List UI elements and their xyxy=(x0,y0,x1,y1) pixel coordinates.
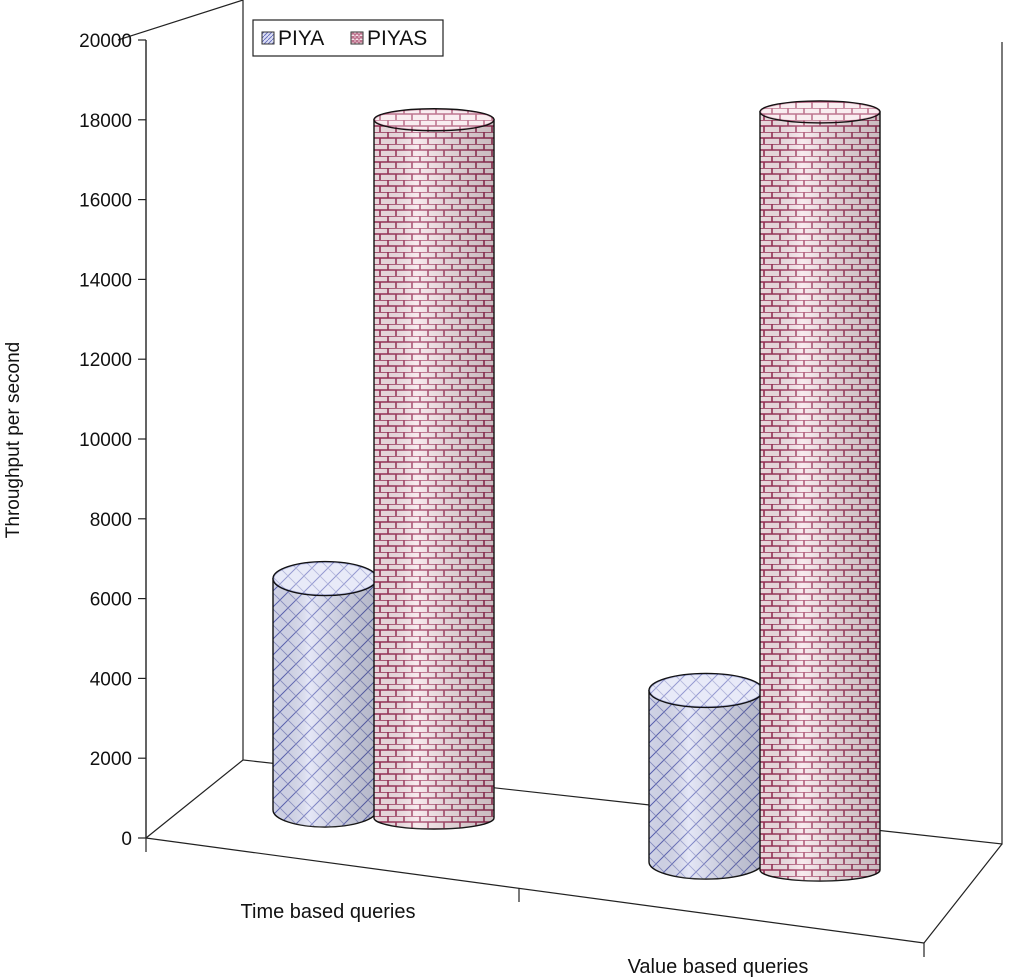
cylinder-top xyxy=(373,108,495,132)
y-tick-label: 0 xyxy=(121,829,132,850)
bar-piya-value xyxy=(648,672,764,880)
y-axis-title: Throughput per second xyxy=(3,342,24,538)
cylinder-top-highlight xyxy=(374,109,494,131)
cylinder-shading xyxy=(760,111,880,881)
y-tick-label: 14000 xyxy=(79,270,132,291)
cylinder-shading xyxy=(273,578,377,827)
y-tick-label: 12000 xyxy=(79,350,132,371)
y-axis-ticks: 0 2000 4000 6000 8000 10000 12000 14000 16000 180… xyxy=(79,31,146,850)
legend-label: PIYAS xyxy=(367,27,427,50)
top-edge xyxy=(117,0,244,41)
cylinder-top-highlight xyxy=(273,562,377,596)
y-tick-label: 6000 xyxy=(90,590,132,611)
legend-swatch-piyas xyxy=(350,31,364,45)
y-tick-label: 8000 xyxy=(90,510,132,531)
legend-label: PIYA xyxy=(278,27,324,50)
legend-box xyxy=(252,19,444,57)
legend: PIYA PIYAS xyxy=(252,19,444,57)
cylinder-shading xyxy=(374,119,494,829)
y-tick-label: 16000 xyxy=(79,191,132,212)
cylinder-shading xyxy=(649,690,763,879)
category-label: Value based queries xyxy=(628,956,809,978)
bar-piyas-time xyxy=(373,108,495,830)
y-tick-label: 10000 xyxy=(79,430,132,451)
y-tick-label: 20000 xyxy=(79,31,132,52)
y-tick-label: 18000 xyxy=(79,111,132,132)
back-wall-edge xyxy=(242,0,1003,845)
y-tick-label: 4000 xyxy=(90,669,132,690)
cylinder-top xyxy=(759,100,881,124)
floor-right-edge xyxy=(923,843,1003,944)
bar-piyas-value xyxy=(759,100,881,882)
floor-left-edge xyxy=(145,759,244,839)
legend-swatch-piya xyxy=(261,31,275,45)
bars xyxy=(272,100,881,882)
floor-front-edge xyxy=(145,837,925,944)
cylinder-top-highlight xyxy=(649,673,763,707)
y-tick-label: 2000 xyxy=(90,749,132,770)
bar-piya-time xyxy=(272,560,378,828)
category-label: Time based queries xyxy=(241,901,416,923)
cylinder-top-highlight xyxy=(760,101,880,123)
